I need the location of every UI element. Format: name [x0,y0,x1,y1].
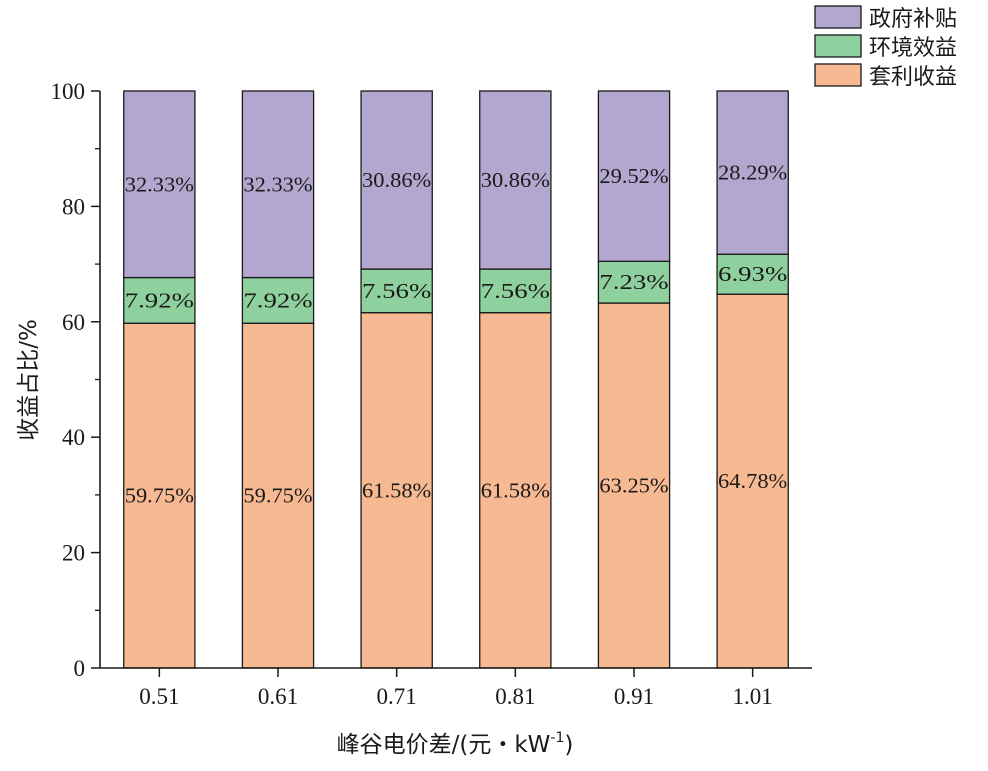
y-tick-label-4: 60 [62,310,85,335]
x-axis-title: 峰谷电价差/(元・kW-1) [337,730,574,758]
x-tick-label-4: 0.81 [495,684,535,709]
y-ticks-layer: 0 20 40 60 80 100 [51,79,100,681]
y-tick-label-1: 0 [74,656,86,681]
data-label-1-5: 63.25% [599,474,668,498]
bars-layer [123,90,789,669]
x-ticks-layer: 0.51 0.61 0.71 0.81 0.91 1.01 [139,668,773,709]
legend-swatch-3 [814,63,862,87]
data-label-2-2: 7.92% [243,288,312,312]
data-label-2-1: 7.92% [125,288,194,312]
y-tick-label-5: 80 [62,194,85,219]
legend-label-3: 套利收益 [869,65,957,90]
data-label-3-5: 29.52% [599,164,668,188]
bar-segment-1-1 [123,322,196,669]
x-tick-label-1: 0.51 [139,684,179,709]
data-label-3-1: 32.33% [125,172,194,196]
bar-segment-1-4 [479,312,552,669]
segment-labels-layer: 59.75% 7.92% 32.33% 59.75% 7.92% 32.33% 61.58%… [125,161,788,508]
data-label-1-1: 59.75% [125,484,194,508]
bar-segment-3-1 [123,90,196,279]
bar-segment-3-5 [597,90,671,262]
legend-swatch-1 [814,5,862,29]
bar-segment-3-2 [241,90,315,279]
x-tick-label-3: 0.71 [377,684,417,709]
bar-segment-1-5 [597,302,671,669]
data-label-2-4: 7.56% [481,279,550,303]
x-axis-title-close: ) [564,732,573,758]
data-label-2-6: 6.93% [718,262,787,286]
data-label-2-3: 7.56% [362,279,431,303]
data-label-1-3: 61.58% [362,478,431,502]
bar-segment-2-2 [241,276,315,324]
bar-segment-3-4 [479,90,552,270]
data-label-2-5: 7.23% [599,270,668,294]
y-tick-label-3: 40 [62,425,85,450]
legend-label-2: 环境效益 [869,36,957,61]
x-axis-title-main: 峰谷电价差/(元・kW [337,732,551,758]
bar-segment-3-3 [360,90,433,270]
x-tick-label-6: 1.01 [733,684,773,709]
bar-segment-1-2 [241,322,315,669]
bar-segment-1-6 [716,293,789,669]
y-axis-title: 收益占比/% [16,319,42,441]
legend-label-1: 政府补贴 [869,7,957,32]
x-axis-title-superscript: -1 [550,730,564,746]
data-label-1-4: 61.58% [481,478,550,502]
bar-segment-2-3 [360,268,433,314]
data-label-3-4: 30.86% [481,168,550,192]
bar-segment-2-1 [123,276,196,324]
data-label-3-6: 28.29% [718,161,787,185]
y-tick-label-2: 20 [62,541,85,566]
data-label-3-3: 30.86% [362,168,431,192]
x-tick-label-5: 0.91 [614,684,654,709]
data-label-1-6: 64.78% [718,469,787,493]
x-tick-label-2: 0.61 [258,684,298,709]
bar-segment-3-6 [716,90,789,255]
bar-segment-2-6 [716,253,789,295]
bar-segment-2-4 [479,268,552,314]
data-label-3-2: 32.33% [243,172,312,196]
data-label-1-2: 59.75% [243,484,312,508]
legend-swatch-2 [814,34,862,58]
y-tick-label-6: 100 [51,79,86,104]
